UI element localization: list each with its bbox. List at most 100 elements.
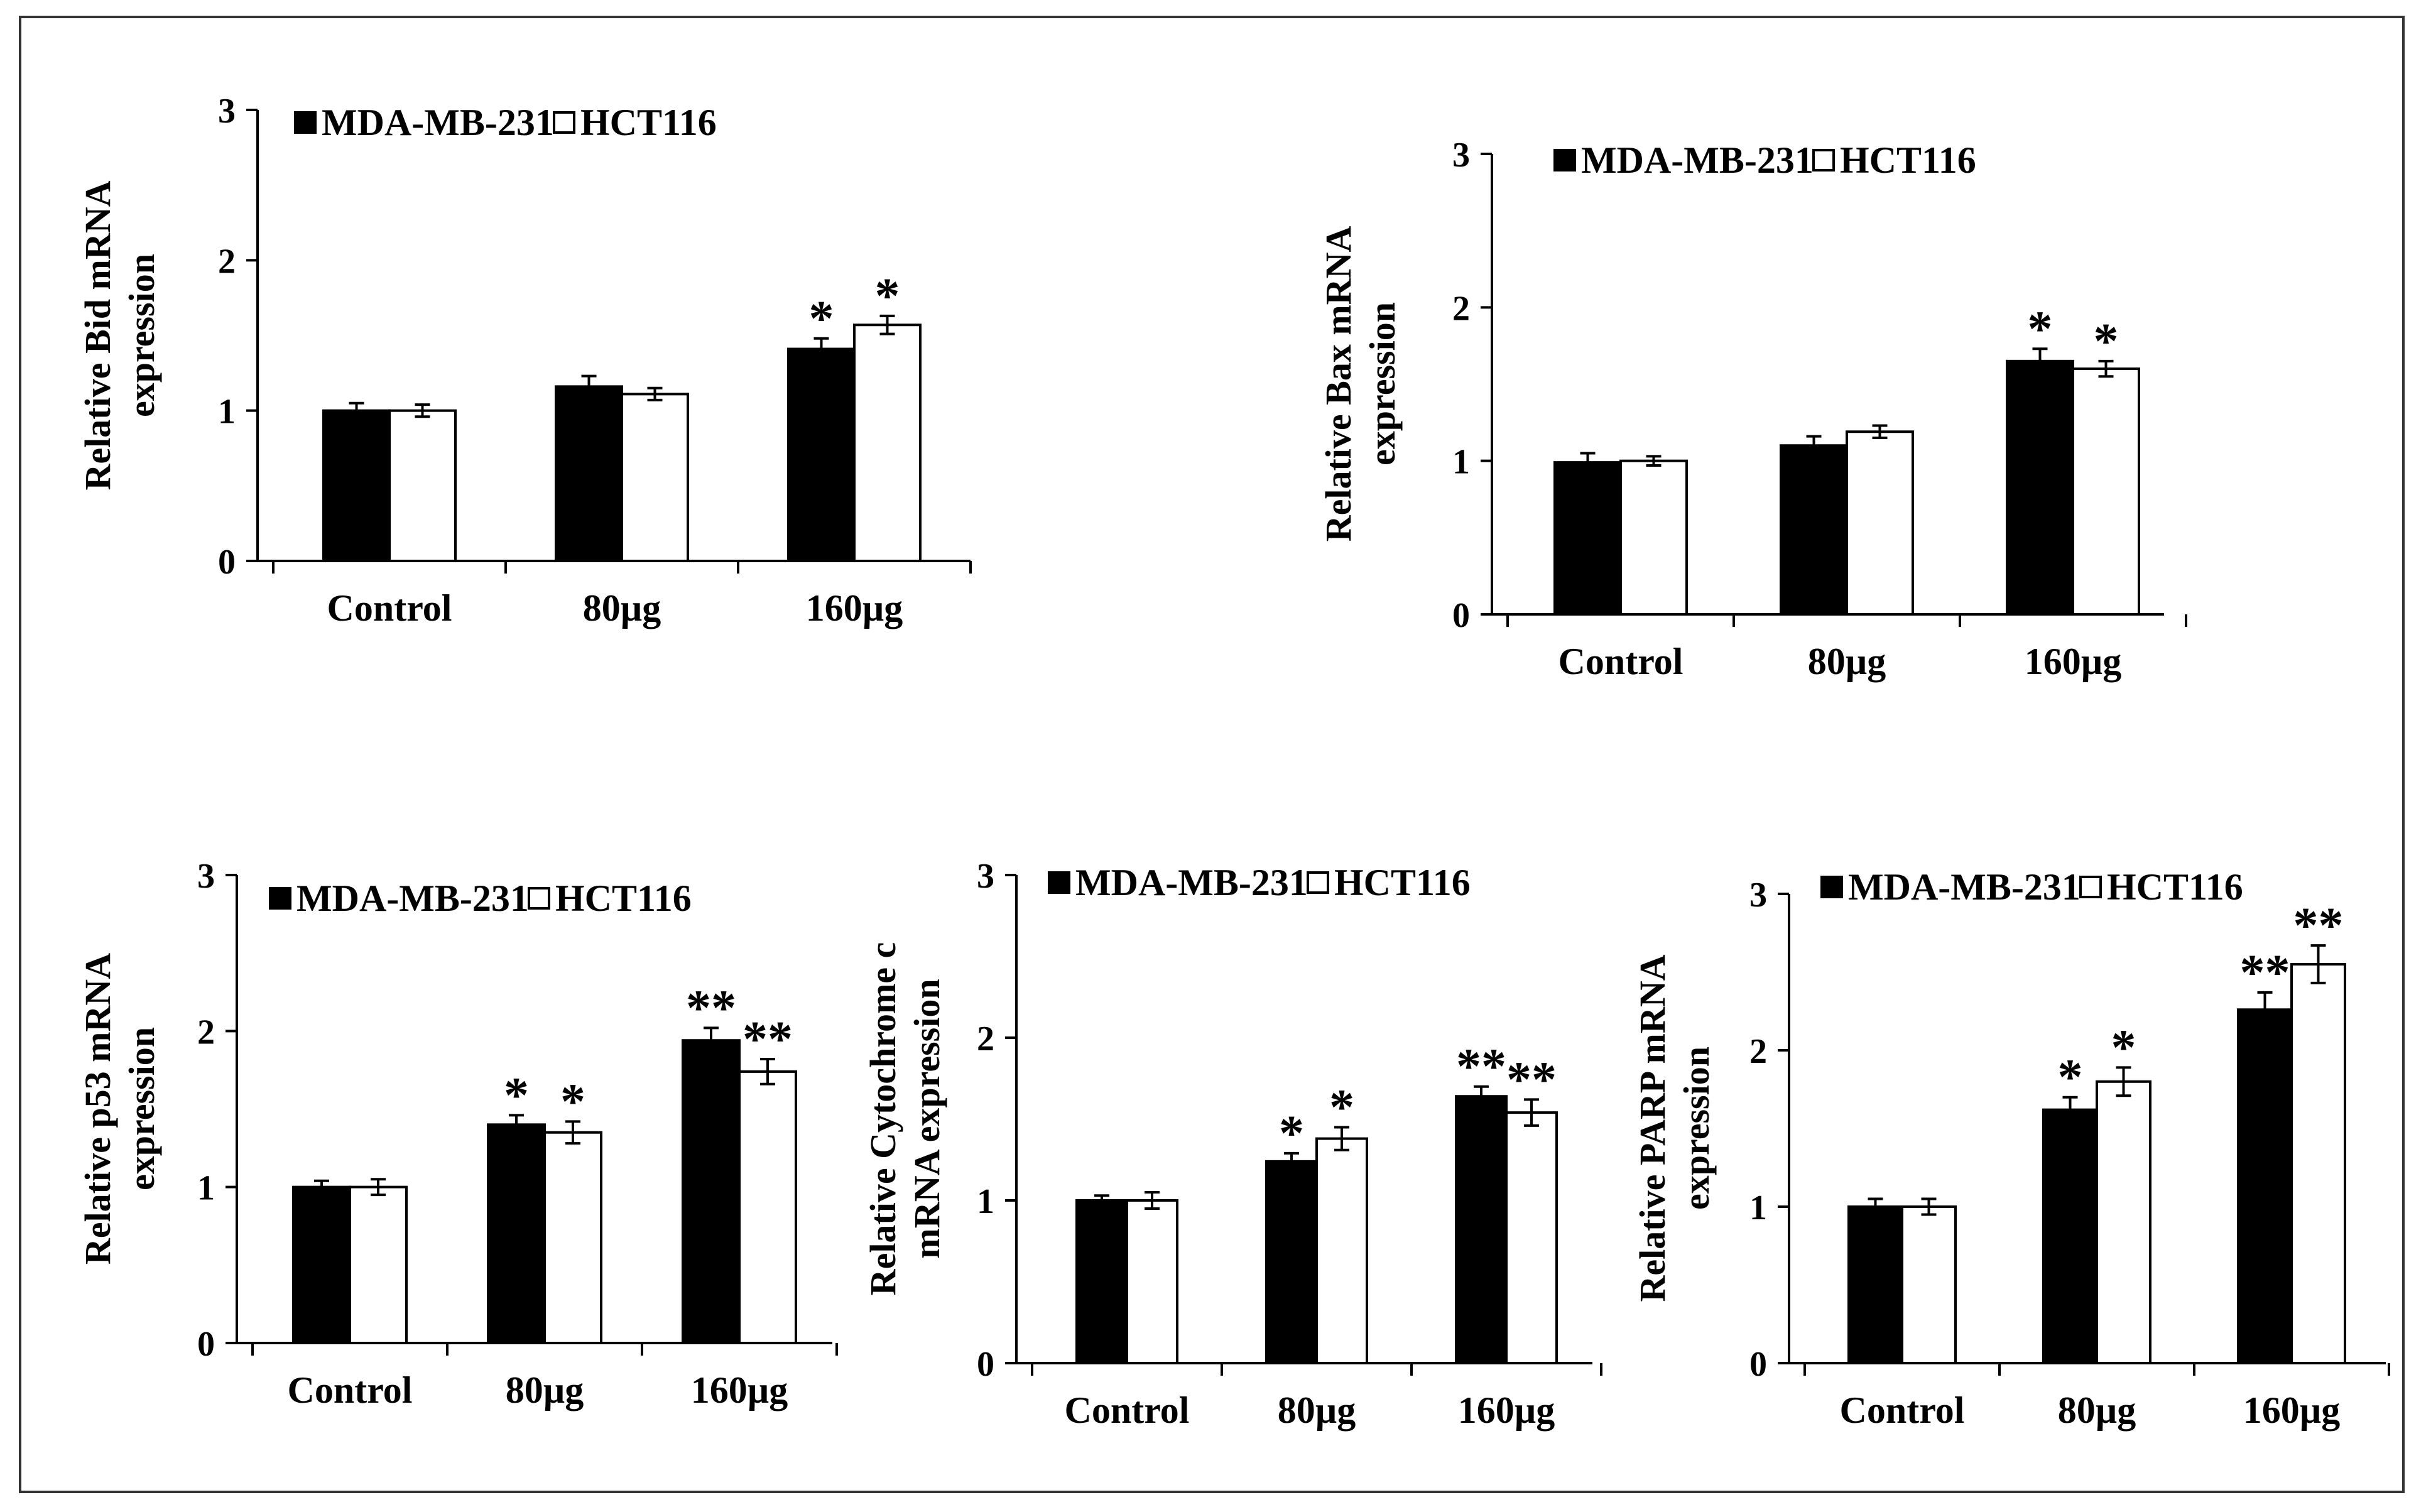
- y-tick-label: 0: [1749, 1345, 1767, 1384]
- bar-hct116: [2290, 963, 2346, 1365]
- bar-mda-mb-231: [322, 409, 391, 563]
- significance-marker: **: [686, 981, 736, 1036]
- bar-hct116: [2096, 1080, 2151, 1365]
- significance-marker: *: [2058, 1050, 2083, 1106]
- y-axis-label: Relative Cytochrome cmRNA expression: [862, 942, 947, 1296]
- y-tick-label: 1: [1749, 1188, 1767, 1227]
- chart-2: 0 1 2 3 Control 80µg 160µg * * MDA-MB-231 HCT116 Re…: [1318, 136, 2187, 682]
- y-tick-label: 1: [977, 1182, 994, 1221]
- y-tick-label: 1: [218, 393, 236, 432]
- y-tick-label: 2: [218, 242, 236, 281]
- x-tick-label: 160µg: [1458, 1390, 1555, 1431]
- x-tick-label: 80µg: [506, 1369, 584, 1411]
- y-axis-label-line: expression: [1362, 302, 1403, 465]
- legend-label: HCT116: [1334, 862, 1471, 903]
- legend-label: MDA-MB-231: [1075, 862, 1308, 903]
- significance-marker: **: [2240, 945, 2290, 1001]
- y-tick-label: 3: [1452, 136, 1470, 175]
- y-tick-label: 0: [1452, 596, 1470, 635]
- legend-label: HCT116: [555, 878, 692, 919]
- significance-marker: *: [2028, 302, 2053, 357]
- x-tick-label: 80µg: [583, 587, 661, 629]
- x-tick-label: Control: [1558, 641, 1684, 682]
- legend-swatch: [269, 887, 291, 910]
- bar-mda-mb-231: [487, 1123, 546, 1345]
- y-tick-label: 0: [197, 1325, 215, 1364]
- y-tick-label: 3: [218, 92, 236, 131]
- bar-mda-mb-231: [1847, 1205, 1903, 1364]
- legend-label: HCT116: [580, 102, 717, 143]
- significance-marker: *: [1279, 1106, 1304, 1161]
- bar-hct116: [349, 1185, 408, 1344]
- significance-marker: *: [2111, 1020, 2136, 1075]
- chart-1: 0 1 2 3 Control 80µg 160µg * * MDA-MB-231 HCT116 Re…: [77, 92, 972, 629]
- significance-marker: *: [2094, 314, 2119, 369]
- figure-frame: [19, 16, 2405, 1493]
- x-tick-label: 80µg: [1808, 641, 1886, 682]
- bar-hct116: [543, 1131, 602, 1344]
- bar-mda-mb-231: [1455, 1095, 1508, 1364]
- x-tick-label: Control: [288, 1369, 413, 1411]
- y-axis-label-line: Relative Bid mRNA: [77, 180, 118, 490]
- bar-mda-mb-231: [682, 1039, 741, 1344]
- legend-label: MDA-MB-231: [1581, 139, 1814, 181]
- legend-label: MDA-MB-231: [1848, 866, 2081, 908]
- y-tick-label: 0: [977, 1345, 994, 1384]
- significance-marker: *: [504, 1068, 529, 1123]
- significance-marker: **: [1506, 1052, 1557, 1107]
- y-axis-label-line: mRNA expression: [906, 979, 947, 1258]
- y-axis-label-line: expression: [121, 254, 162, 417]
- x-tick-label: Control: [327, 587, 452, 629]
- x-tick-label: 80µg: [1278, 1390, 1356, 1431]
- y-tick-label: 1: [197, 1169, 215, 1208]
- y-tick-label: 2: [1749, 1032, 1767, 1071]
- bar-hct116: [2072, 367, 2140, 616]
- legend-swatch: [528, 887, 550, 910]
- significance-marker: *: [809, 291, 834, 347]
- y-tick-label: 2: [1452, 289, 1470, 328]
- bar-hct116: [1505, 1111, 1558, 1364]
- y-axis-label-line: Relative p53 mRNA: [77, 953, 118, 1265]
- bar-hct116: [1846, 430, 1914, 616]
- y-tick-label: 3: [197, 857, 215, 896]
- x-tick-label: 160µg: [2243, 1390, 2341, 1431]
- legend-swatch: [1812, 149, 1835, 171]
- legend-swatch: [1307, 871, 1329, 894]
- legend-swatch: [2079, 876, 2102, 898]
- bar-mda-mb-231: [2006, 359, 2074, 616]
- y-axis-label: Relative Bid mRNAexpression: [77, 180, 162, 490]
- legend-swatch: [1820, 876, 1843, 898]
- y-tick-label: 2: [197, 1013, 215, 1052]
- y-axis-label-line: Relative Bax mRNA: [1318, 226, 1359, 542]
- bar-hct116: [853, 324, 922, 562]
- y-tick-label: 0: [218, 543, 236, 582]
- y-axis-label: Relative PARP mRNAexpression: [1632, 954, 1717, 1302]
- significance-marker: *: [560, 1074, 585, 1129]
- y-tick-label: 1: [1452, 443, 1470, 482]
- bar-hct116: [621, 393, 689, 563]
- bar-hct116: [1315, 1137, 1368, 1364]
- significance-marker: **: [1456, 1040, 1506, 1095]
- bar-mda-mb-231: [787, 347, 856, 562]
- significance-marker: **: [742, 1012, 793, 1067]
- bar-hct116: [738, 1070, 797, 1345]
- bar-mda-mb-231: [2237, 1008, 2293, 1364]
- bar-mda-mb-231: [1265, 1160, 1318, 1364]
- x-tick-label: 160µg: [691, 1369, 788, 1411]
- bar-mda-mb-231: [2042, 1108, 2098, 1364]
- bar-hct116: [1901, 1205, 1957, 1364]
- bar-hct116: [1619, 459, 1688, 616]
- x-tick-label: 80µg: [2058, 1390, 2136, 1431]
- y-axis-label: Relative p53 mRNAexpression: [77, 953, 162, 1265]
- bar-hct116: [1126, 1199, 1178, 1364]
- y-tick-label: 2: [977, 1020, 994, 1058]
- legend-swatch: [294, 111, 317, 134]
- significance-marker: *: [875, 269, 900, 324]
- legend-swatch: [1048, 871, 1070, 894]
- bar-mda-mb-231: [1553, 461, 1622, 616]
- x-tick-label: Control: [1065, 1390, 1190, 1431]
